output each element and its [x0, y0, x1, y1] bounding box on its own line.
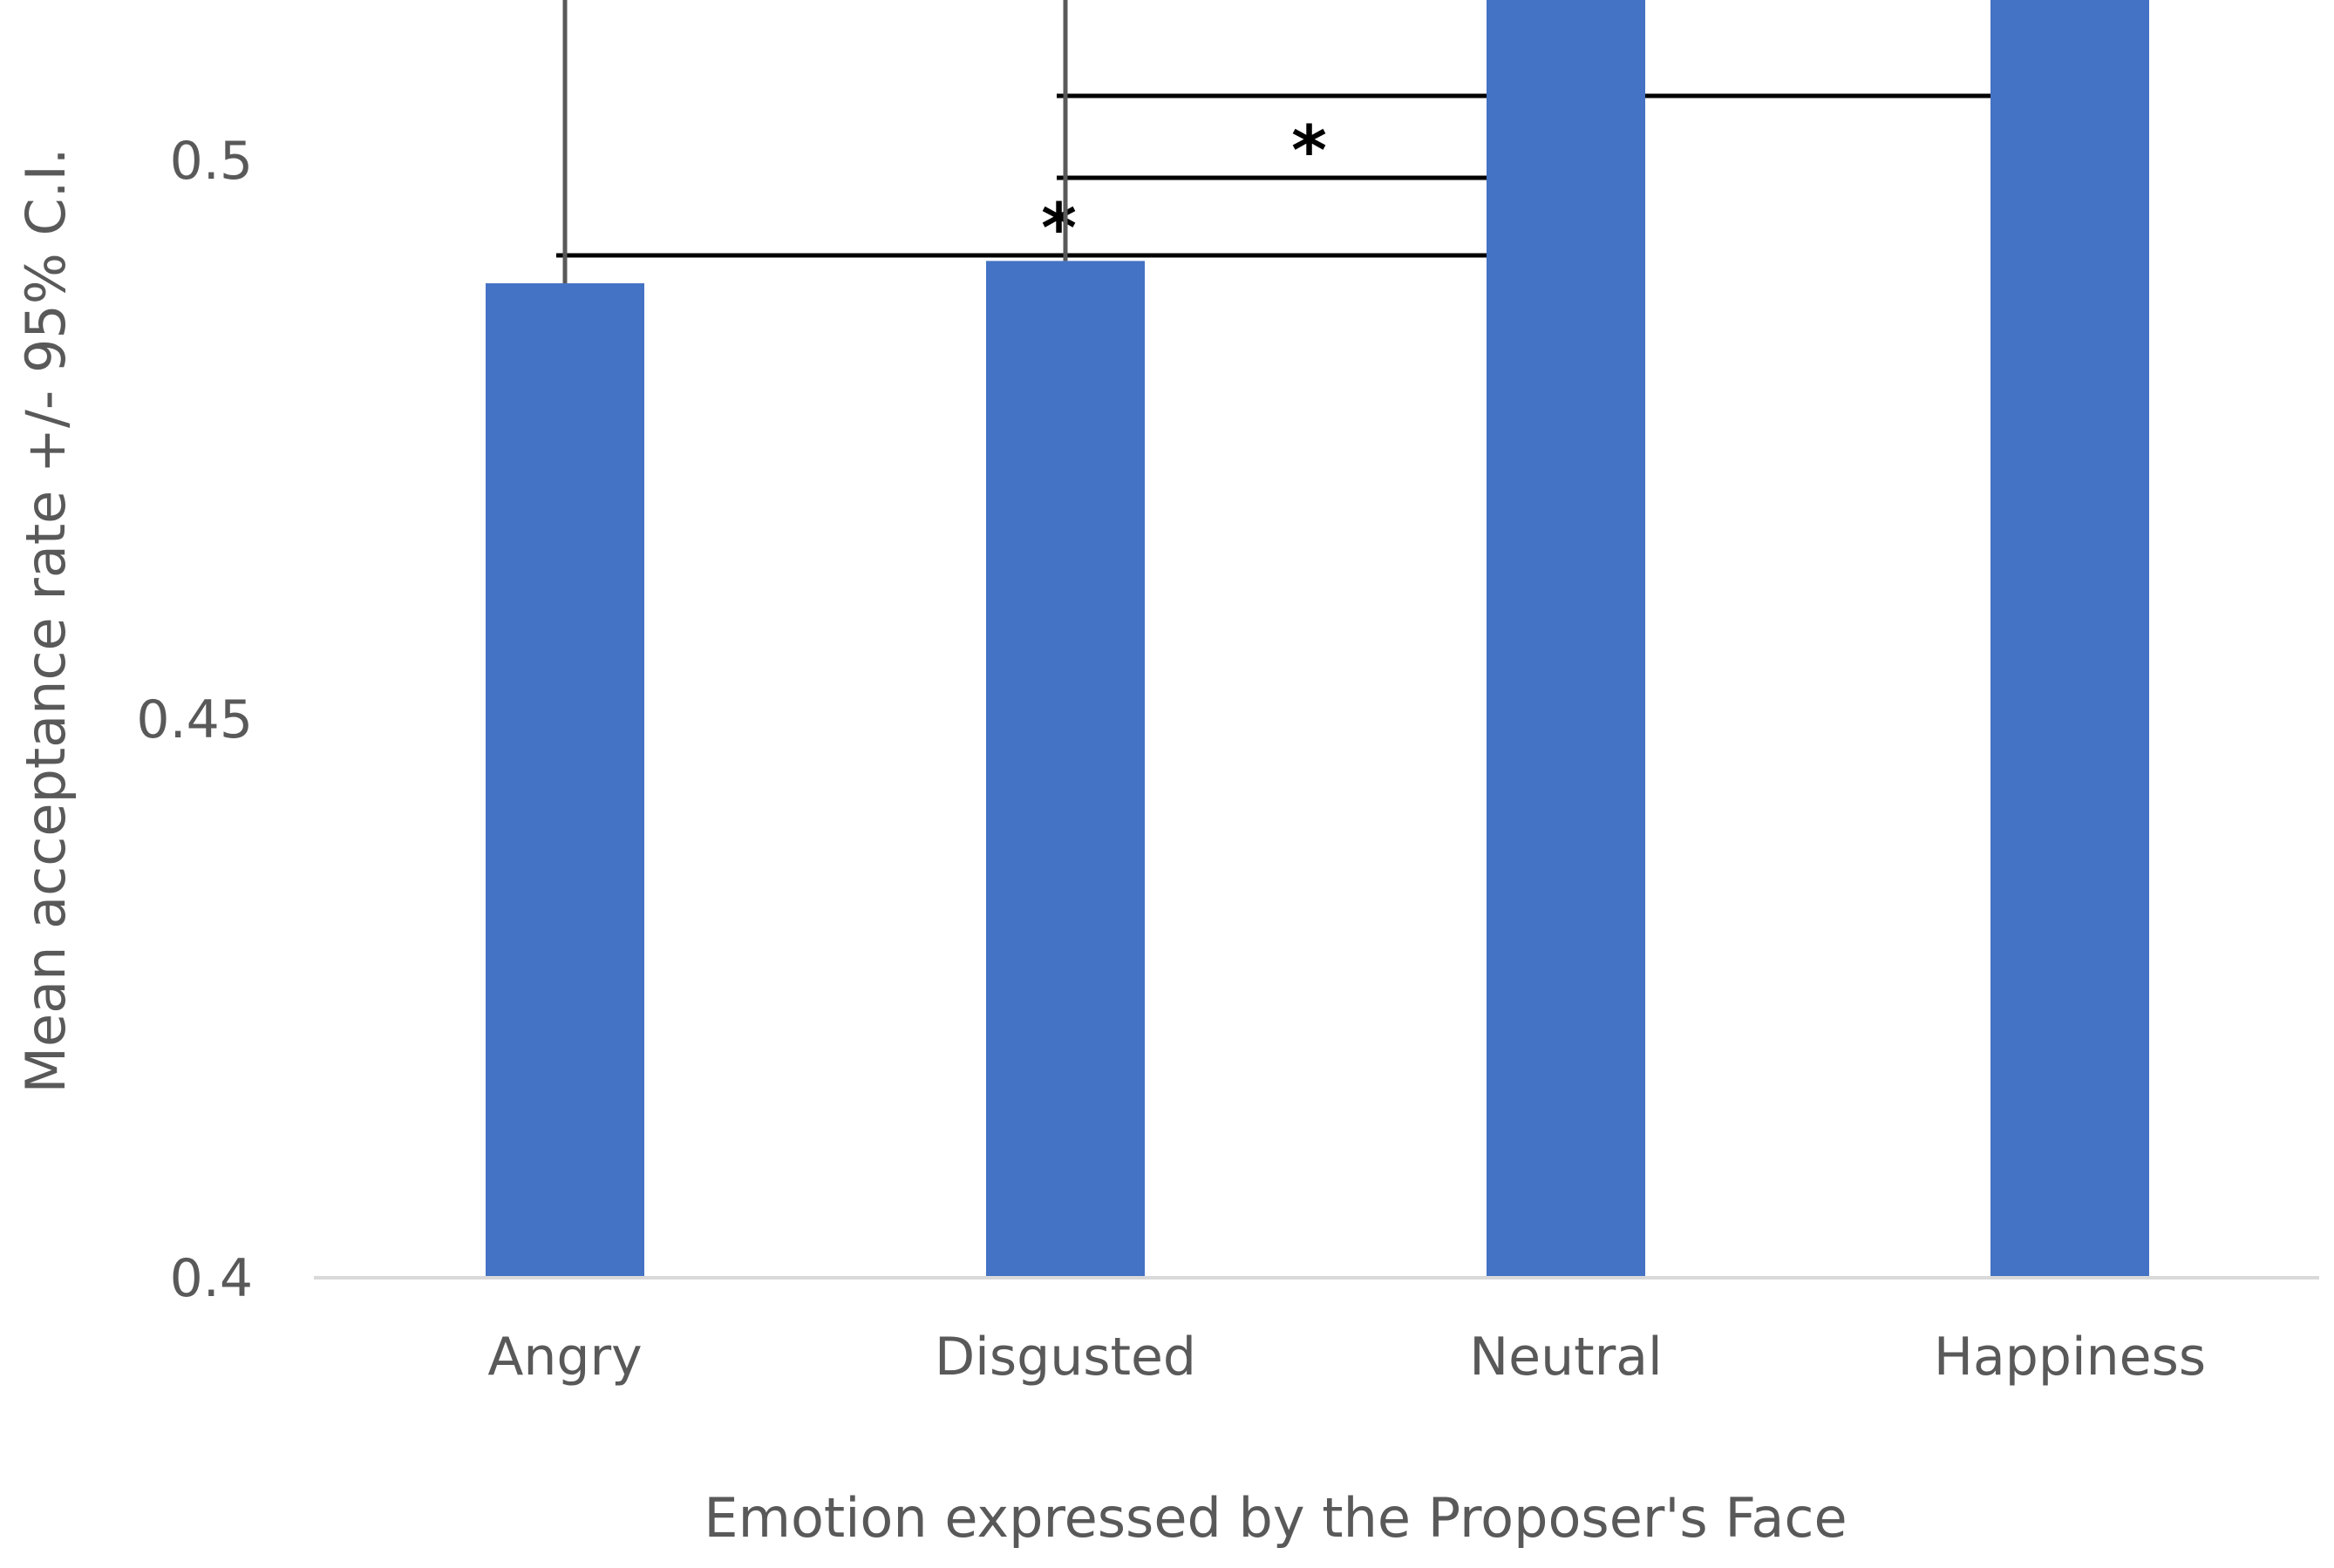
x-category-label-disgusted: Disgusted: [935, 1327, 1196, 1388]
bars: [486, 0, 2149, 1278]
x-category-label-happiness: Happiness: [1934, 1327, 2206, 1388]
bar-happiness: [1990, 0, 2149, 1278]
significance-brackets: ***: [556, 31, 2065, 268]
y-tick-label: 0.4: [170, 1248, 253, 1309]
x-category-label-neutral: Neutral: [1469, 1327, 1662, 1388]
x-axis-title: Emotion expressed by the Proposer's Face: [704, 1486, 1847, 1550]
y-tick-label: 0.45: [136, 689, 253, 750]
significance-marker-angry-neutral: *: [1041, 190, 1077, 268]
x-category-label-angry: Angry: [487, 1327, 642, 1388]
x-axis-category-labels: Angry Disgusted Neutral Happiness: [487, 1327, 2206, 1388]
bar-neutral: [1487, 0, 1645, 1278]
bar-angry: [486, 283, 644, 1278]
y-axis-title: Mean acceptance rate +/- 95% C.I.: [14, 148, 78, 1094]
y-axis-tick-labels: 0.40.450.50.550.6: [136, 131, 253, 1309]
significance-marker-disgusted-neutral: *: [1291, 112, 1327, 191]
error-bars: [562, 0, 1068, 284]
y-tick-label: 0.5: [170, 131, 253, 192]
bar-disgusted: [986, 261, 1145, 1278]
